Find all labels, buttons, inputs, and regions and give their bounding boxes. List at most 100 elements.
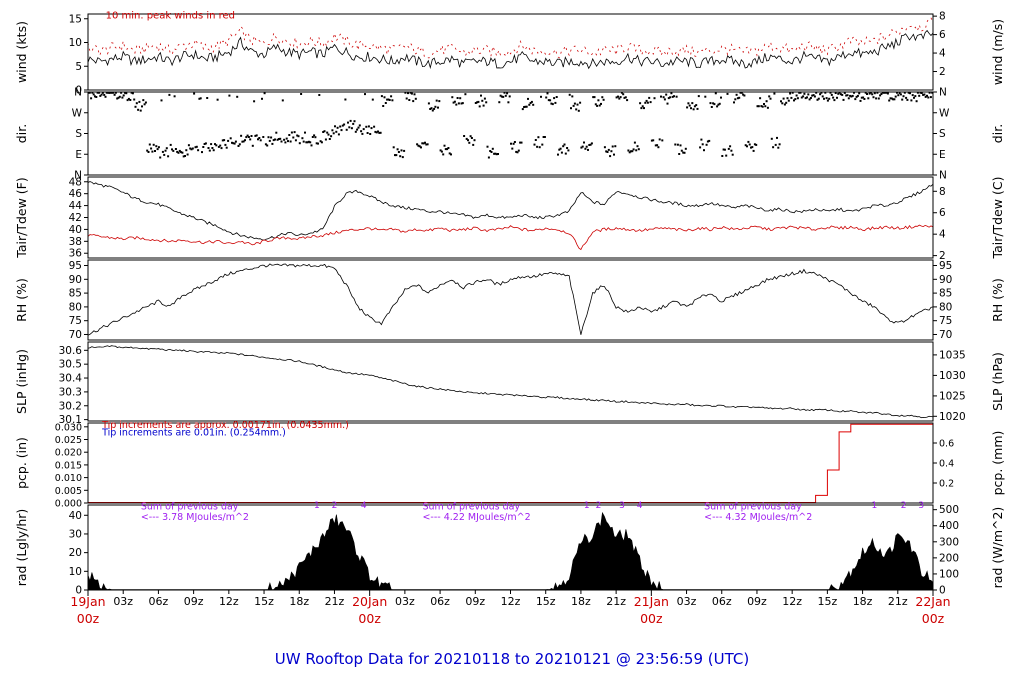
annotation-pcp: Tip increments are approx. 0.00171in. (0… bbox=[101, 420, 349, 431]
scatter-dot bbox=[223, 139, 226, 142]
ytick-label-left: N bbox=[74, 87, 82, 99]
peak-digit: 1 bbox=[871, 501, 877, 511]
scatter-dot bbox=[750, 146, 752, 149]
scatter-dot bbox=[244, 139, 246, 142]
scatter-dot bbox=[250, 135, 253, 137]
series-solar_rad_lgly bbox=[87, 511, 934, 591]
scatter-dot bbox=[118, 95, 121, 98]
x-minor-label: 06z bbox=[430, 595, 450, 608]
scatter-dot bbox=[143, 103, 146, 106]
scatter-dot bbox=[922, 93, 925, 96]
scatter-dot bbox=[802, 95, 805, 98]
scatter-dot bbox=[180, 151, 183, 154]
scatter-dot bbox=[395, 154, 398, 157]
scatter-dot bbox=[541, 143, 544, 146]
scatter-dot bbox=[231, 141, 233, 144]
scatter-dot bbox=[274, 138, 276, 141]
scatter-dot bbox=[691, 102, 694, 105]
scatter-dot bbox=[584, 147, 587, 150]
scatter-dot bbox=[683, 151, 686, 154]
scatter-dot bbox=[630, 150, 632, 153]
scatter-dot bbox=[396, 148, 399, 151]
scatter-dot bbox=[880, 93, 883, 95]
scatter-dot bbox=[892, 98, 895, 101]
ytick-label-left: 42 bbox=[69, 212, 82, 224]
scatter-dot bbox=[348, 126, 351, 129]
scatter-dot bbox=[315, 142, 318, 145]
scatter-dot bbox=[124, 91, 126, 94]
scatter-dot bbox=[369, 133, 372, 135]
ytick-label-left: 30.1 bbox=[59, 414, 82, 426]
scatter-dot bbox=[176, 150, 179, 153]
ytick-label-right: 400 bbox=[939, 520, 959, 532]
scatter-dot bbox=[674, 143, 677, 146]
y-axis-label-right-temp: Tair/Tdew (C) bbox=[990, 177, 1005, 260]
scatter-dot bbox=[417, 144, 420, 147]
scatter-dot bbox=[662, 96, 665, 99]
scatter-dot bbox=[684, 147, 687, 150]
series-wind_kts bbox=[87, 29, 934, 70]
scatter-dot bbox=[414, 97, 417, 100]
ytick-label-right: 2 bbox=[939, 66, 946, 78]
scatter-dot bbox=[323, 130, 326, 133]
scatter-dot bbox=[839, 93, 842, 96]
scatter-dot bbox=[596, 104, 599, 107]
scatter-dot bbox=[725, 154, 728, 157]
scatter-dot bbox=[418, 145, 421, 148]
scatter-dot bbox=[786, 97, 789, 100]
scatter-dot bbox=[232, 142, 235, 145]
scatter-dot bbox=[520, 141, 523, 144]
scatter-dot bbox=[228, 94, 231, 97]
scatter-dot bbox=[386, 98, 389, 101]
scatter-dot bbox=[800, 96, 803, 99]
scatter-dot bbox=[302, 140, 305, 143]
y-axis-label-left-slp: SLP (inHg) bbox=[14, 349, 29, 414]
scatter-dot bbox=[733, 101, 735, 104]
scatter-dot bbox=[214, 143, 216, 146]
scatter-dot bbox=[373, 125, 376, 128]
scatter-dot bbox=[567, 149, 570, 152]
scatter-dot bbox=[657, 146, 660, 149]
scatter-dot bbox=[117, 96, 120, 99]
scatter-dot bbox=[791, 91, 794, 94]
scatter-dot bbox=[195, 145, 198, 148]
scatter-dot bbox=[394, 154, 396, 157]
scatter-dot bbox=[888, 99, 891, 102]
scatter-dot bbox=[607, 148, 610, 151]
scatter-dot bbox=[240, 134, 243, 137]
scatter-dot bbox=[640, 107, 643, 110]
scatter-dot bbox=[511, 147, 514, 150]
scatter-dot bbox=[806, 96, 808, 99]
scatter-dot bbox=[431, 109, 434, 112]
scatter-dot bbox=[809, 97, 812, 99]
ytick-label-right: S bbox=[939, 128, 946, 140]
scatter-dot bbox=[405, 97, 408, 100]
scatter-dot bbox=[206, 97, 209, 99]
scatter-dot bbox=[790, 96, 793, 99]
scatter-dot bbox=[551, 103, 554, 106]
x-minor-label: 15z bbox=[817, 595, 837, 608]
scatter-dot bbox=[633, 141, 636, 144]
scatter-dot bbox=[446, 148, 449, 151]
x-minor-label: 12z bbox=[219, 595, 239, 608]
scatter-dot bbox=[906, 98, 909, 101]
scatter-dot bbox=[821, 95, 824, 98]
scatter-dot bbox=[688, 104, 691, 107]
scatter-dot bbox=[783, 103, 786, 106]
scatter-dot bbox=[480, 94, 482, 97]
scatter-dot bbox=[112, 91, 115, 94]
scatter-dot bbox=[225, 146, 228, 149]
scatter-dot bbox=[862, 96, 865, 99]
scatter-dot bbox=[453, 100, 456, 103]
scatter-dot bbox=[609, 155, 612, 158]
scatter-dot bbox=[204, 142, 207, 145]
scatter-dot bbox=[327, 133, 330, 136]
scatter-dot bbox=[928, 91, 931, 94]
scatter-dot bbox=[742, 93, 745, 96]
annotation-rad: <--- 4.22 MJoules/m^2 bbox=[422, 512, 530, 523]
scatter-dot bbox=[926, 94, 928, 97]
scatter-dot bbox=[713, 103, 716, 106]
scatter-dot bbox=[344, 98, 347, 101]
ytick-label-left: 0.030 bbox=[55, 422, 82, 433]
ytick-label-right: 0.6 bbox=[939, 439, 954, 450]
